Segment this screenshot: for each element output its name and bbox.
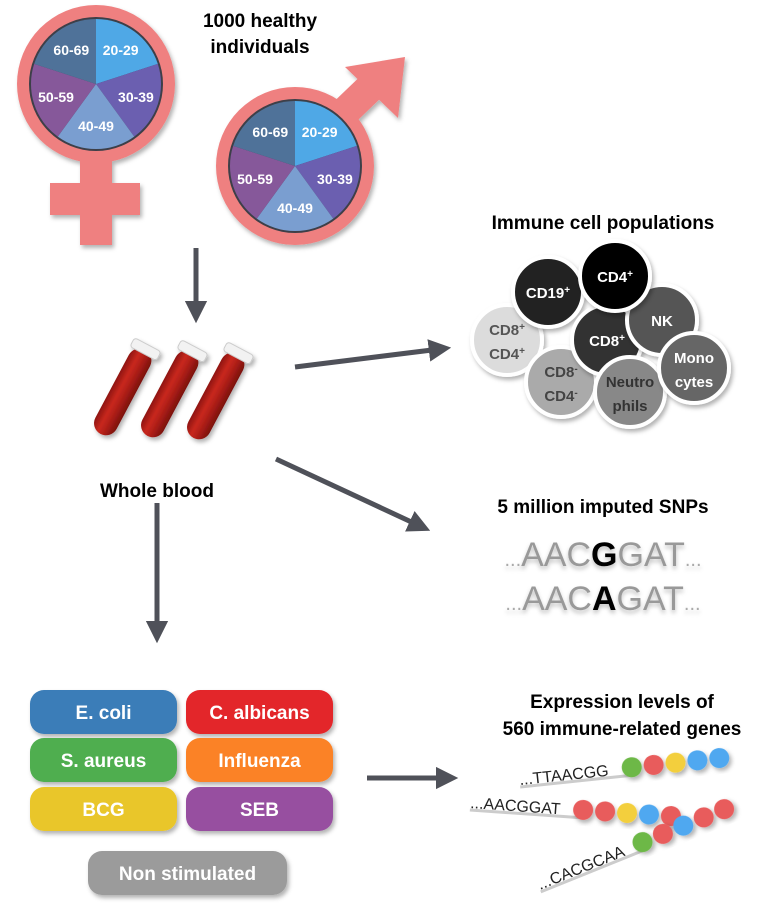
male-age-label: 40-49	[277, 200, 313, 216]
stimulus-label: Influenza	[218, 751, 301, 772]
stimulus-label: Non stimulated	[119, 864, 256, 885]
female-slice-50-59	[30, 63, 96, 137]
cell-label: CD8-	[544, 364, 577, 382]
snp-variant-a: A	[592, 580, 617, 618]
male-age-label: 50-59	[237, 171, 273, 187]
cohort-title-line1: 1000 healthy	[203, 11, 317, 32]
cell-label: CD19+	[526, 285, 570, 303]
male-slice-60-69	[233, 101, 295, 166]
female-age-label: 20-29	[103, 42, 139, 58]
stimulus-non-stimulated: Non stimulated	[88, 851, 287, 895]
stimuli-panel: E. coli C. albicans S. aureus Influenza BCG S…	[30, 690, 333, 895]
gene-strands: ...TTAACGG ...AACGGAT ...CACGCAA	[470, 748, 735, 894]
cell-label: CD4+	[597, 269, 633, 287]
blood-tubes-icon	[94, 338, 254, 440]
expression-bead	[617, 802, 638, 823]
stimulus-label: SEB	[240, 800, 279, 821]
female-slice-20-29	[96, 19, 158, 84]
cell-label: CD8+	[589, 333, 625, 351]
stimulus-influenza: Influenza	[186, 738, 333, 782]
gene-sequence: ...TTAACGG	[519, 763, 610, 789]
female-age-label: 40-49	[78, 118, 114, 134]
expression-bead	[714, 799, 735, 820]
female-slice-40-49	[57, 84, 135, 150]
cell-cd19: CD19+	[511, 255, 585, 329]
expression-bead	[595, 801, 616, 822]
male-age-label: 30-39	[317, 171, 353, 187]
cell-label: CD4-	[544, 388, 577, 406]
cell-label: phils	[612, 398, 647, 415]
gene-strand: ...TTAACGG	[519, 748, 730, 789]
cell-label: Neutro	[606, 374, 654, 391]
cell-label: Mono	[674, 350, 714, 367]
gene-strand: ...AACGGAT	[470, 795, 681, 827]
expression-bead	[665, 752, 686, 773]
cell-label: CD8+	[489, 322, 525, 340]
stimulus-bcg: BCG	[30, 787, 177, 831]
male-slice-20-29	[295, 101, 357, 166]
stimulus-label: C. albicans	[209, 703, 309, 724]
expression-bead	[652, 823, 673, 844]
female-age-label: 60-69	[53, 42, 89, 58]
expression-bead	[621, 757, 642, 778]
stimulus-label: BCG	[82, 800, 124, 821]
male-age-label: 60-69	[252, 124, 288, 140]
expression-bead	[632, 832, 653, 853]
expression-bead	[643, 754, 664, 775]
expression-title-line1: Expression levels of	[530, 692, 714, 713]
male-slice-40-49	[256, 166, 334, 232]
cell-cd4: CD4+	[578, 239, 652, 313]
gene-sequence: ...CACGCAA	[535, 843, 627, 894]
arrow-to-cells	[294, 339, 452, 370]
snp-sequence-2: ...AACAGAT...	[505, 580, 700, 618]
stimulus-label: S. aureus	[61, 751, 147, 772]
male-slice-50-59	[229, 145, 295, 219]
snps-title: 5 million imputed SNPs	[497, 497, 708, 518]
expression-bead	[573, 799, 594, 820]
expression-bead	[693, 807, 714, 828]
snp-sequences: ...AACGGAT... ...AACAGAT...	[504, 536, 701, 618]
cell-label: cytes	[675, 374, 713, 391]
stimulus-s-aureus: S. aureus	[30, 738, 177, 782]
expression-title-line2: 560 immune-related genes	[503, 719, 742, 740]
immune-cells-cluster: CD8+ CD4+ CD19+ CD8- CD4- CD8+ NK Neutro phils Mo…	[470, 239, 731, 429]
whole-blood-label: Whole blood	[100, 481, 214, 502]
cohort-title-line2: individuals	[210, 37, 309, 58]
stimulus-seb: SEB	[186, 787, 333, 831]
cells-title: Immune cell populations	[492, 213, 715, 234]
female-age-label: 30-39	[118, 89, 154, 105]
cell-neutrophils: Neutro phils	[593, 355, 667, 429]
female-slice-30-39	[96, 63, 162, 137]
snp-sequence-1: ...AACGGAT...	[504, 536, 701, 574]
cell-label: NK	[651, 313, 673, 330]
cell-label: CD4+	[489, 346, 525, 364]
stimulus-c-albicans: C. albicans	[186, 690, 333, 734]
cell-cd8p-cd4p: CD8+ CD4+	[470, 303, 544, 377]
cell-cd8n-cd4n: CD8- CD4-	[524, 345, 598, 419]
stimulus-label: E. coli	[76, 703, 132, 724]
cell-monocytes: Mono cytes	[657, 331, 731, 405]
expression-bead	[709, 748, 730, 769]
male-age-label: 20-29	[302, 124, 338, 140]
male-slice-30-39	[295, 145, 360, 219]
female-slice-60-69	[34, 19, 96, 84]
snp-variant-g: G	[591, 536, 617, 574]
female-age-label: 50-59	[38, 89, 74, 105]
arrow-to-snps	[274, 456, 431, 532]
gene-sequence: ...AACGGAT	[470, 795, 562, 818]
stimulus-e-coli: E. coli	[30, 690, 177, 734]
expression-bead	[687, 750, 708, 771]
expression-bead	[638, 804, 659, 825]
expression-bead	[673, 815, 694, 836]
